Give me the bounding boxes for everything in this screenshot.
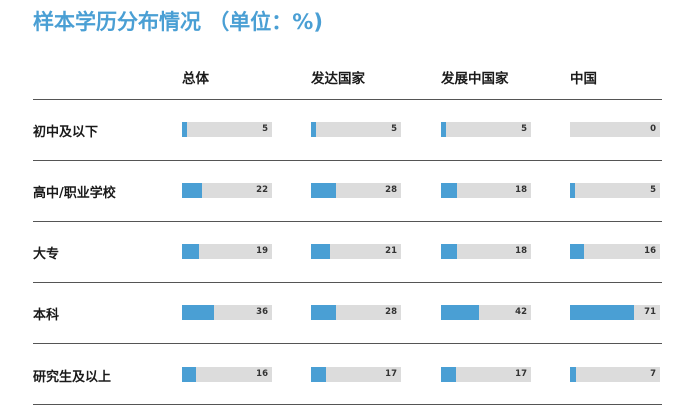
row-separator [33, 404, 662, 405]
bar-value-label: 0 [650, 124, 656, 134]
bar-value-label: 18 [515, 246, 527, 256]
header-rule [33, 99, 662, 100]
bar [570, 183, 575, 198]
bar [311, 305, 336, 320]
column-header: 中国 [570, 71, 597, 87]
bar-track: 22 [182, 183, 272, 198]
bar [311, 183, 336, 198]
row-separator [33, 282, 662, 283]
column-header: 发达国家 [311, 71, 365, 87]
bar [182, 122, 187, 137]
bar-value-label: 16 [256, 369, 268, 379]
column-header: 总体 [182, 71, 209, 87]
bar-value-label: 5 [262, 124, 268, 134]
bar [182, 305, 214, 320]
bar-track: 16 [570, 244, 660, 259]
bar-track: 28 [311, 183, 401, 198]
column-header: 发展中国家 [441, 71, 509, 87]
row-label: 初中及以下 [33, 125, 99, 140]
row-separator [33, 343, 662, 344]
bar [441, 183, 457, 198]
row-separator [33, 221, 662, 222]
bar-track: 5 [311, 122, 401, 137]
bar [311, 122, 316, 137]
row-label: 大专 [33, 247, 60, 262]
bar-track: 0 [570, 122, 660, 137]
bar-value-label: 28 [385, 185, 397, 195]
bar-track: 36 [182, 305, 272, 320]
bar-value-label: 5 [391, 124, 397, 134]
bar-track: 7 [570, 367, 660, 382]
bar [441, 122, 446, 137]
bar-track: 19 [182, 244, 272, 259]
bar [182, 244, 199, 259]
bar-value-label: 22 [256, 185, 268, 195]
chart-title: 样本学历分布情况 （单位：%) [33, 10, 323, 34]
bar [570, 244, 584, 259]
bar-value-label: 36 [256, 307, 268, 317]
bar-track: 5 [570, 183, 660, 198]
bar-track: 18 [441, 244, 531, 259]
row-label: 本科 [33, 308, 60, 323]
bar-value-label: 19 [256, 246, 268, 256]
bar-track: 5 [441, 122, 531, 137]
bar-track: 21 [311, 244, 401, 259]
bar [311, 244, 330, 259]
bar-value-label: 18 [515, 185, 527, 195]
row-label: 高中/职业学校 [33, 186, 116, 201]
bar-track: 71 [570, 305, 660, 320]
bar-track: 18 [441, 183, 531, 198]
bar-value-label: 71 [644, 307, 656, 317]
bar-track: 28 [311, 305, 401, 320]
bar-track: 17 [311, 367, 401, 382]
bar-value-label: 17 [385, 369, 397, 379]
bar [570, 367, 576, 382]
bar-value-label: 7 [650, 369, 656, 379]
bar [441, 244, 457, 259]
bar [441, 367, 456, 382]
bar [441, 305, 479, 320]
bar-track: 16 [182, 367, 272, 382]
bar-value-label: 28 [385, 307, 397, 317]
row-separator [33, 160, 662, 161]
row-label: 研究生及以上 [33, 370, 112, 385]
bar [570, 305, 634, 320]
bar-track: 17 [441, 367, 531, 382]
bar-value-label: 17 [515, 369, 527, 379]
bar-track: 42 [441, 305, 531, 320]
bar-value-label: 21 [385, 246, 397, 256]
bar [311, 367, 326, 382]
bar-track: 5 [182, 122, 272, 137]
bar-value-label: 5 [650, 185, 656, 195]
bar [182, 183, 202, 198]
bar-value-label: 42 [515, 307, 527, 317]
bar-value-label: 16 [644, 246, 656, 256]
bar [182, 367, 196, 382]
bar-value-label: 5 [521, 124, 527, 134]
